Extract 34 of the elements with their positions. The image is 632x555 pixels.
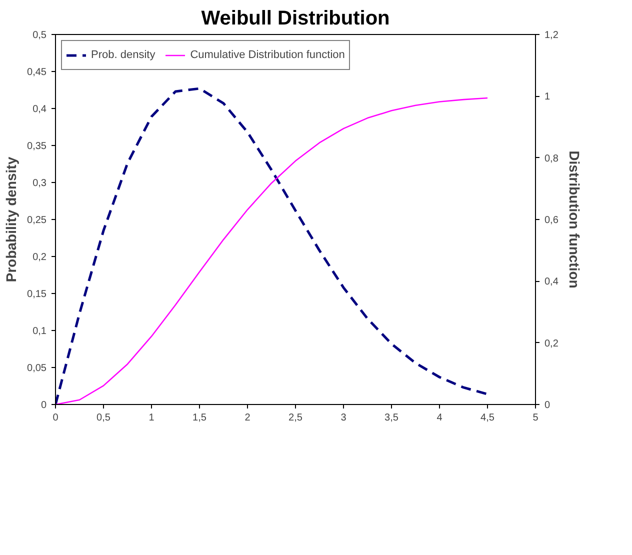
y2-tick-label: 0,2 [544,338,559,350]
y2-tick-label: 1,2 [544,30,559,41]
y-tick-label: 0,25 [27,215,47,226]
y-tick-label: 0,5 [32,30,47,41]
x-tick-label: 4,5 [480,412,495,424]
y-tick-label: 0,45 [27,67,47,78]
y2-tick-label: 0,6 [544,215,559,226]
y-tick-label: 0,3 [32,178,47,189]
x-tick-label: 0,5 [96,412,111,424]
y-axis-title: Probability density [3,156,20,282]
chart-title: Weibull Distribution [201,8,390,30]
y-tick-label: 0,05 [27,363,47,374]
y-tick-label: 0,2 [32,252,47,263]
y-tick-label: 0,1 [32,326,47,337]
x-tick-label: 2,5 [288,412,303,424]
legend-label: Cumulative Distribution function [190,49,345,61]
y2-axis-title: Distribution function [566,150,582,288]
x-tick-label: 0 [52,412,59,424]
x-tick-label: 4 [436,412,443,424]
y-tick-label: 0 [40,400,47,411]
x-tick-label: 2 [244,412,251,424]
legend-label: Prob. density [91,49,156,61]
y-tick-label: 0,15 [27,289,47,300]
y-tick-label: 0,35 [27,141,47,152]
y2-tick-label: 0 [544,400,550,411]
x-tick-label: 1,5 [192,412,207,424]
y2-tick-label: 0,8 [544,153,559,164]
y-tick-label: 0,4 [32,104,47,115]
x-tick-label: 1 [148,412,155,424]
x-tick-label: 3 [340,412,347,424]
y2-tick-label: 0,4 [544,276,559,288]
y2-tick-label: 1 [544,92,550,103]
x-tick-label: 3,5 [384,412,399,424]
x-tick-label: 5 [532,412,539,424]
